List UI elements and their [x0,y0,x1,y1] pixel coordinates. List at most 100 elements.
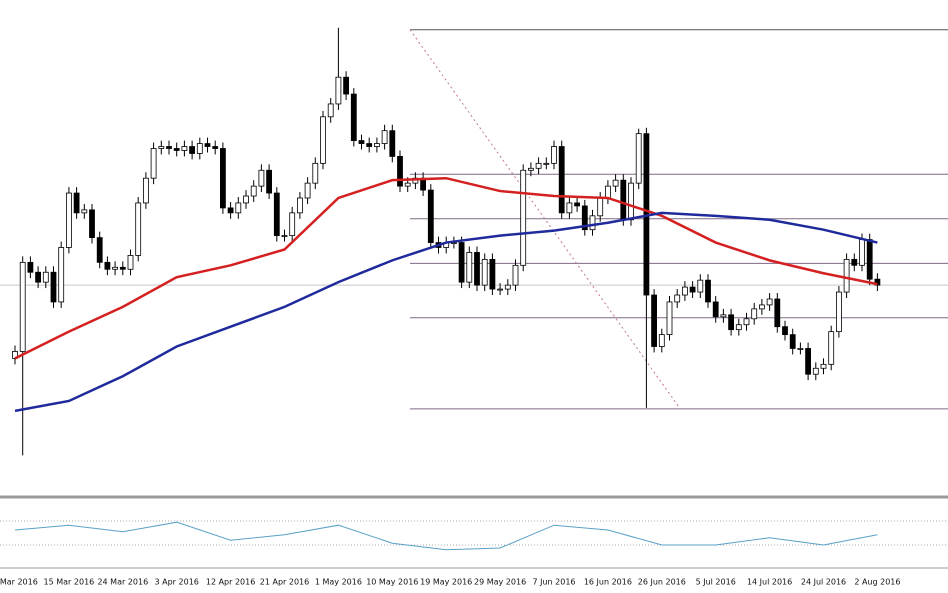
candle-body [458,242,465,283]
candle-body [296,197,303,214]
date-label: 24 Mar 2016 [97,578,148,587]
date-label: 16 Jun 2016 [584,578,632,587]
candle-body [674,294,681,303]
candle-body [427,189,434,243]
candle-body [489,258,496,290]
candle-body [774,298,781,328]
candle-body [81,209,88,214]
candle-body [766,298,773,306]
candle-body [812,367,819,375]
candle-body [158,146,165,149]
candle-body [50,271,57,303]
candle-body [866,239,873,280]
candle-body [658,334,665,347]
candle-body [597,197,604,217]
candle-body [466,252,473,283]
candle-body [689,286,696,293]
candle-body [289,212,296,237]
candle-body [843,258,850,293]
candle-body [759,304,765,310]
candle-body [281,235,288,238]
candle-body [528,167,534,171]
candle-body [35,271,41,283]
candle-body [150,148,157,179]
candle-body [73,192,80,214]
candle-body [189,146,196,154]
date-label: 1 May 2016 [315,578,362,587]
candle-body [682,286,688,296]
candle-body [836,291,842,333]
candle-body [743,318,750,326]
candle-body [266,169,273,194]
candle-body [851,258,858,266]
date-label: 3 Apr 2016 [155,578,199,587]
candle-body [219,148,226,209]
candle-body [381,130,388,144]
candle-body [404,182,411,187]
candle-body [327,103,334,118]
date-label: 21 Apr 2016 [260,578,309,587]
candle-body [782,326,788,336]
candle-body [127,255,134,270]
date-label: 2 Aug 2016 [854,578,900,587]
candle-body [666,301,673,336]
candle-body [27,261,34,273]
candle-body [397,156,403,187]
candle-body [250,185,257,197]
candle-body [589,215,596,231]
candle-body [358,140,365,144]
candle-body [142,177,149,204]
date-label: 5 Jul 2016 [696,578,736,587]
candle-body [350,93,357,141]
candle-body [566,202,573,214]
candle-body [66,192,72,248]
candle-body [89,209,95,239]
candle-body [720,314,727,318]
candle-body [820,363,827,369]
candle-body [805,348,811,375]
candle-body [343,76,350,95]
date-label: 29 May 2016 [474,578,526,587]
candle-body [166,146,172,149]
candle-body [335,76,342,105]
candle-body [366,143,373,147]
moving-average [14,211,878,413]
candle-body [96,237,103,263]
candle-body [481,258,488,286]
candle-body [243,195,249,204]
candle-body [551,146,557,164]
candle-body [520,169,527,266]
date-label: 7 Jun 2016 [532,578,575,587]
date-label: 15 Mar 2016 [44,578,95,587]
date-label: 12 Apr 2016 [206,578,255,587]
candle-body [273,192,280,237]
candle-body [173,148,180,151]
moving-average [14,176,878,360]
candle-body [789,334,796,349]
candle-body [574,202,580,207]
candle-body [735,324,742,331]
candle-body [212,146,219,149]
candle-body [227,207,234,214]
candle-body [874,278,881,286]
date-label: 24 Jul 2016 [801,578,846,587]
candle-body [204,143,211,147]
date-label: 14 Jul 2016 [747,578,792,587]
candle-body [474,252,480,286]
candle-body [304,182,311,199]
oscillator-line [14,521,878,551]
candle-body [705,279,711,303]
candle-body [712,301,719,318]
candle-body [119,266,126,270]
candle-body [651,294,657,347]
candle-body [581,205,588,231]
candle-body [389,130,396,157]
date-label: 10 May 2016 [366,578,418,587]
candle-body [373,143,380,147]
candle-body [605,185,611,199]
candle-body [58,247,65,303]
date-label: 26 Jun 2016 [638,578,686,587]
candle-body [497,288,504,291]
